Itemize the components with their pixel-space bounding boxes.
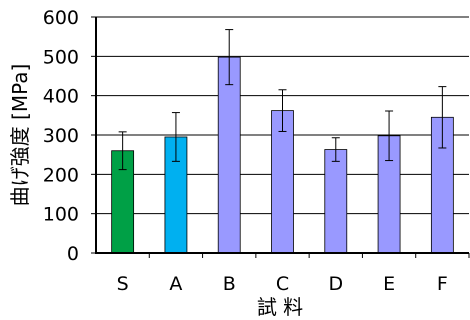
- y-tick-label-200: 200: [43, 164, 79, 186]
- bars: [111, 29, 454, 254]
- y-tick-label-300: 300: [43, 125, 79, 147]
- x-tick-label-B: B: [223, 273, 236, 295]
- error-bar-D: [331, 137, 340, 162]
- x-axis-title: 試 料: [257, 295, 303, 319]
- error-bar-E: [385, 110, 394, 162]
- y-tick-label-0: 0: [67, 243, 79, 265]
- error-bar-S: [118, 131, 127, 171]
- error-bar-B: [225, 29, 234, 86]
- error-bar-C: [278, 89, 287, 132]
- y-axis-title: 曲げ強度 [MPa]: [8, 64, 32, 207]
- y-tick-label-100: 100: [43, 204, 79, 226]
- x-tick-label-F: F: [437, 273, 448, 295]
- x-tick-label-S: S: [117, 273, 129, 295]
- tick-labels: 0 100 200 300 400 500 600 S A B C D E F: [43, 7, 448, 295]
- error-bar-A: [171, 112, 180, 162]
- x-tick-label-D: D: [328, 273, 343, 295]
- y-tick-label-500: 500: [43, 46, 79, 68]
- x-tick-label-C: C: [276, 273, 289, 295]
- x-tick-label-A: A: [169, 273, 182, 295]
- bar-C: [271, 110, 294, 254]
- x-tick-label-E: E: [383, 273, 395, 295]
- axes: [91, 16, 470, 258]
- y-tick-label-400: 400: [43, 86, 79, 108]
- bar-B: [217, 56, 241, 254]
- error-bar-F: [438, 86, 447, 149]
- bar-D: [324, 149, 348, 254]
- y-tick-label-600: 600: [43, 7, 79, 29]
